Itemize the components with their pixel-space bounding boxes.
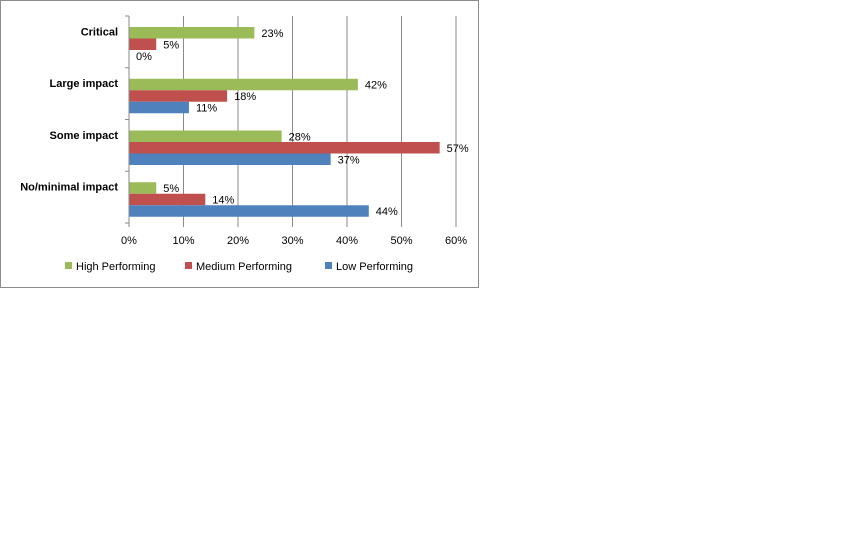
bar xyxy=(129,101,189,114)
data-label: 57% xyxy=(447,143,469,155)
data-label: 5% xyxy=(163,183,179,195)
data-label: 0% xyxy=(136,51,152,63)
bar xyxy=(129,142,440,154)
x-tick-label: 50% xyxy=(390,235,412,247)
bar xyxy=(129,27,255,39)
legend-swatch xyxy=(325,262,332,269)
data-labels: 23% 5% 0% 42% 18% 11% 28% 57% 37% 5% 14% 44% xyxy=(136,28,469,218)
legend-swatch xyxy=(185,262,192,269)
bar xyxy=(129,130,282,142)
legend-label: Medium Performing xyxy=(196,261,292,273)
category-label: Large impact xyxy=(50,78,119,90)
x-tick-label: 0% xyxy=(121,235,137,247)
legend-swatch xyxy=(65,262,72,269)
data-label: 28% xyxy=(289,131,311,143)
bar xyxy=(129,78,358,91)
legend-label: Low Performing xyxy=(336,261,413,273)
x-tick-label: 30% xyxy=(281,235,303,247)
data-label: 11% xyxy=(196,103,217,115)
bar xyxy=(129,153,331,165)
bar xyxy=(129,193,206,206)
bars xyxy=(129,27,440,217)
data-label: 14% xyxy=(212,195,234,207)
gridlines xyxy=(183,16,457,223)
bar xyxy=(129,90,228,102)
category-label: Some impact xyxy=(50,130,119,142)
bar xyxy=(129,182,157,194)
legend-label: High Performing xyxy=(76,261,155,273)
x-tick-label: 20% xyxy=(227,235,249,247)
category-label: No/minimal impact xyxy=(20,182,118,194)
category-label: Critical xyxy=(81,26,118,38)
bar xyxy=(129,205,369,217)
legend: High Performing Medium Performing Low Perf… xyxy=(65,261,413,273)
data-label: 44% xyxy=(376,206,398,218)
data-label: 5% xyxy=(163,39,179,51)
bar xyxy=(129,38,157,50)
axes: 0% 10% 20% 30% 40% 50% 60% Critical Large impact… xyxy=(20,15,467,247)
data-label: 23% xyxy=(261,28,283,40)
chart-frame: 23% 5% 0% 42% 18% 11% 28% 57% 37% 5% 14% 44% 0% 10% 2… xyxy=(0,0,479,288)
data-label: 42% xyxy=(365,80,387,92)
data-label: 37% xyxy=(338,154,360,166)
data-label: 18% xyxy=(234,91,256,103)
x-tick-label: 10% xyxy=(172,235,194,247)
x-tick-label: 40% xyxy=(336,235,358,247)
x-tick-label: 60% xyxy=(445,235,467,247)
bar-chart: 23% 5% 0% 42% 18% 11% 28% 57% 37% 5% 14% 44% 0% 10% 2… xyxy=(20,15,469,273)
